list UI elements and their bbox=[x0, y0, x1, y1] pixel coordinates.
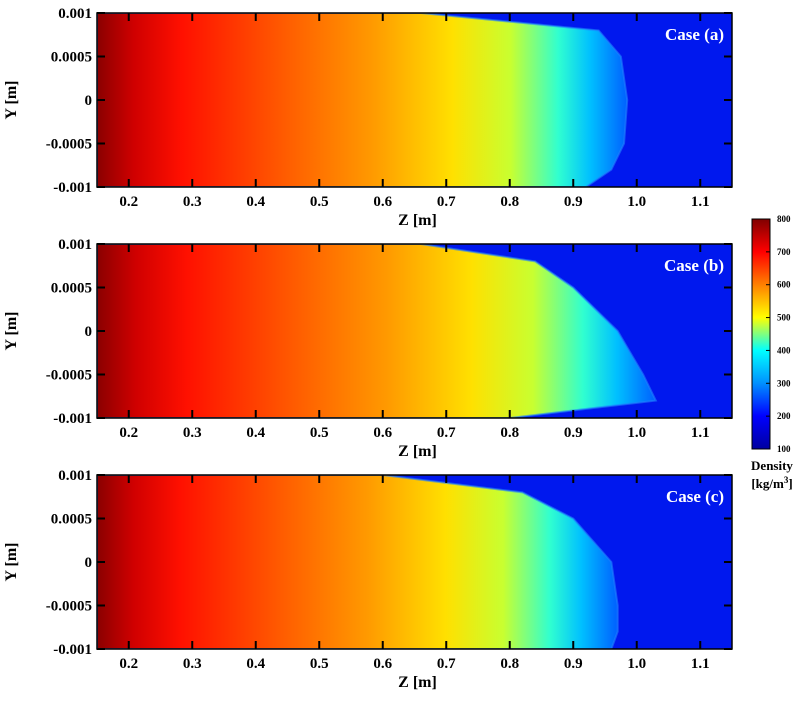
y-tick-label: -0.0005 bbox=[46, 599, 92, 615]
y-axis-label: Y [m] bbox=[3, 81, 20, 120]
x-tick-label: 0.8 bbox=[500, 425, 519, 441]
x-tick-label: 0.4 bbox=[246, 656, 265, 672]
x-axis-label: Z [m] bbox=[398, 443, 437, 460]
x-tick-label: 0.9 bbox=[564, 656, 583, 672]
x-tick-label: 1.0 bbox=[627, 194, 646, 210]
x-tick-label: 0.9 bbox=[564, 425, 583, 441]
x-tick-label: 0.7 bbox=[437, 194, 456, 210]
colorbar-tick-label: 600 bbox=[777, 280, 791, 290]
colorbar-tick-label: 800 bbox=[777, 214, 791, 224]
x-tick-label: 0.3 bbox=[183, 425, 202, 441]
contour-panel-a: 0.2 0.3 0.4 0.5 0.6 0.7 0.8 0.9 1.0 1.1 0.001 0.000… bbox=[3, 6, 733, 229]
x-tick-label: 0.8 bbox=[500, 656, 519, 672]
y-tick-label: -0.001 bbox=[53, 411, 92, 427]
contour-panel-b: 0.2 0.3 0.4 0.5 0.6 0.7 0.8 0.9 1.0 1.1 0.001 0.000… bbox=[3, 237, 733, 460]
y-tick-label: -0.001 bbox=[53, 642, 92, 658]
y-tick-label: 0 bbox=[85, 93, 93, 109]
liquid-core-region bbox=[97, 244, 658, 418]
x-tick-label: 0.9 bbox=[564, 194, 583, 210]
y-axis-label: Y [m] bbox=[3, 312, 20, 351]
y-tick-label: 0.001 bbox=[58, 237, 92, 253]
y-tick-label: 0.001 bbox=[58, 6, 92, 22]
x-tick-label: 0.6 bbox=[373, 425, 392, 441]
x-tick-label: 1.1 bbox=[691, 425, 710, 441]
x-tick-label: 0.5 bbox=[310, 425, 329, 441]
x-tick-label: 0.5 bbox=[310, 656, 329, 672]
x-tick-label: 0.2 bbox=[119, 656, 138, 672]
x-tick-label: 0.4 bbox=[246, 425, 265, 441]
y-tick-label: 0 bbox=[85, 324, 93, 340]
case-annotation: Case (a) bbox=[665, 25, 724, 44]
x-tick-label: 0.5 bbox=[310, 194, 329, 210]
case-annotation: Case (b) bbox=[664, 256, 724, 275]
x-tick-label: 0.7 bbox=[437, 425, 456, 441]
x-tick-label: 1.1 bbox=[691, 656, 710, 672]
x-tick-label: 1.0 bbox=[627, 656, 646, 672]
colorbar-tick-label: 200 bbox=[777, 411, 791, 421]
case-annotation: Case (c) bbox=[666, 487, 724, 506]
x-tick-label: 0.3 bbox=[183, 194, 202, 210]
y-tick-label: 0 bbox=[85, 555, 93, 571]
y-tick-label: -0.0005 bbox=[46, 137, 92, 153]
y-axis-label: Y [m] bbox=[3, 543, 20, 582]
x-tick-label: 0.8 bbox=[500, 194, 519, 210]
y-tick-label: -0.001 bbox=[53, 180, 92, 196]
x-tick-label: 0.6 bbox=[373, 194, 392, 210]
y-tick-label: 0.0005 bbox=[51, 512, 92, 528]
x-tick-label: 0.2 bbox=[119, 425, 138, 441]
x-tick-label: 1.0 bbox=[627, 425, 646, 441]
y-tick-label: 0.0005 bbox=[51, 281, 92, 297]
colorbar-tick-label: 700 bbox=[777, 247, 791, 257]
x-axis-label: Z [m] bbox=[398, 674, 437, 691]
x-tick-label: 0.6 bbox=[373, 656, 392, 672]
colorbar-tick-label: 400 bbox=[777, 345, 791, 355]
x-tick-label: 0.2 bbox=[119, 194, 138, 210]
colorbar-scale bbox=[751, 218, 771, 450]
y-tick-label: -0.0005 bbox=[46, 368, 92, 384]
x-tick-label: 0.7 bbox=[437, 656, 456, 672]
x-tick-label: 0.3 bbox=[183, 656, 202, 672]
y-tick-label: 0.0005 bbox=[51, 50, 92, 66]
x-axis-label: Z [m] bbox=[398, 212, 437, 229]
x-tick-label: 0.4 bbox=[246, 194, 265, 210]
liquid-core-region bbox=[97, 13, 629, 187]
colorbar-title-line1: Density bbox=[751, 458, 793, 473]
colorbar-tick-label: 300 bbox=[777, 378, 791, 388]
y-tick-label: 0.001 bbox=[58, 468, 92, 484]
colorbar-tick-label: 500 bbox=[777, 313, 791, 323]
colorbar-tick-label: 100 bbox=[777, 444, 791, 454]
x-tick-label: 1.1 bbox=[691, 194, 710, 210]
contour-panel-c: 0.2 0.3 0.4 0.5 0.6 0.7 0.8 0.9 1.0 1.1 0.001 0.000… bbox=[3, 468, 733, 691]
colorbar-title-line2: [kg/m3] bbox=[751, 475, 792, 491]
liquid-core-region bbox=[97, 475, 619, 649]
colorbar: 800 700 600 500 400 300 200 100 Density [kg/m3] bbox=[751, 214, 793, 491]
